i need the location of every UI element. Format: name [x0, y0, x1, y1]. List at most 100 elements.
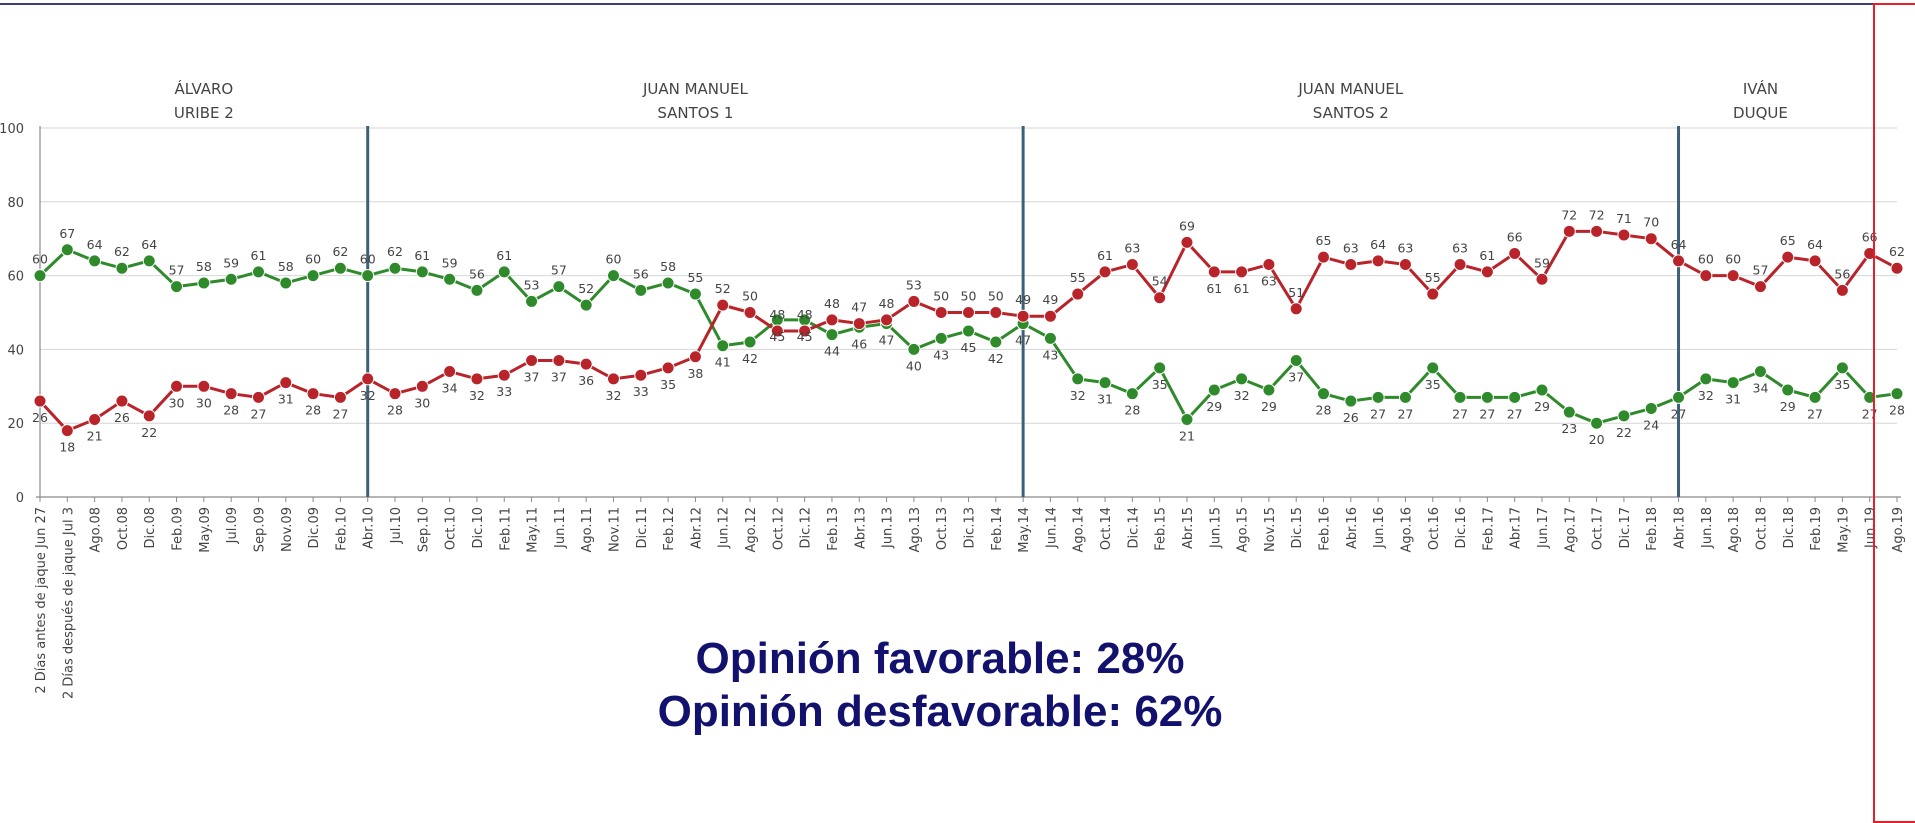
red-data-point	[743, 306, 757, 319]
green-data-label: 46	[851, 336, 867, 351]
green-data-point	[170, 280, 184, 294]
x-tick-label: Nov.15	[1263, 507, 1278, 552]
red-data-point	[716, 298, 730, 312]
green-data-point	[115, 261, 129, 275]
data-labels: 60 67 64 62 64 57 58 59 61 58 60 62 60 62 61 59 56 61 53 57…	[32, 207, 1905, 454]
x-tick-label: 2 Días después de jaque Jul 3	[61, 507, 76, 699]
x-tick-label: Ago.12	[744, 507, 759, 553]
red-data-label: 65	[1316, 233, 1332, 248]
x-tick-label: Jun.11	[553, 507, 568, 549]
green-data-label: 28	[1124, 403, 1140, 418]
red-data-label: 38	[687, 366, 703, 381]
green-data-point	[1153, 361, 1167, 375]
green-data-label: 24	[1643, 417, 1659, 432]
red-data-point	[1398, 258, 1412, 272]
red-data-point	[1562, 224, 1576, 238]
x-tick-label: Nov.11	[607, 507, 622, 552]
red-data-label: 64	[1370, 237, 1386, 252]
green-data-label: 47	[1015, 333, 1031, 348]
period-headers: ÁLVARO URIBE 2 JUAN MANUEL SANTOS 1 JUAN MAN…	[174, 79, 1788, 122]
x-tick-label: Nov.09	[280, 507, 295, 552]
red-data-point	[1590, 224, 1604, 238]
red-data-label: 27	[332, 406, 348, 421]
green-data-point	[333, 261, 347, 275]
green-data-label: 29	[1534, 399, 1550, 414]
green-data-point	[142, 254, 156, 268]
red-data-point	[579, 357, 593, 371]
y-tick-label: 80	[7, 196, 24, 211]
green-data-label: 45	[797, 329, 813, 344]
green-data-point	[989, 335, 1003, 349]
x-tick-label: Jun.12	[717, 507, 732, 549]
red-data-label: 47	[851, 300, 867, 315]
green-data-point	[306, 269, 320, 283]
favorable-opinion-text: Opinión favorable: 28%	[695, 634, 1185, 683]
green-data-label: 62	[332, 244, 348, 259]
red-data-point	[197, 379, 211, 393]
green-data-label: 56	[633, 266, 649, 281]
green-data-label: 62	[114, 244, 130, 259]
x-tick-label: Dic.08	[143, 507, 158, 548]
red-data-point	[688, 350, 702, 364]
x-tick-label: Feb.09	[171, 507, 186, 551]
x-tick-label: Ago.16	[1399, 507, 1414, 553]
green-data-point	[1835, 361, 1849, 375]
red-data-point	[1043, 309, 1057, 323]
green-data-point	[962, 324, 975, 338]
green-data-label: 32	[1070, 388, 1086, 403]
red-data-point	[880, 313, 894, 327]
red-data-point	[1262, 258, 1276, 272]
green-data-label: 26	[1343, 410, 1359, 425]
green-data-label: 23	[1561, 421, 1577, 436]
green-data-point	[1644, 401, 1658, 415]
green-data-point	[552, 280, 566, 294]
red-data-point	[798, 324, 812, 338]
red-data-label: 18	[59, 440, 75, 455]
red-data-label: 27	[251, 406, 267, 421]
green-data-point	[1317, 387, 1331, 401]
red-data-point	[1371, 254, 1385, 268]
red-data-label: 62	[1889, 244, 1905, 259]
red-data-point	[1508, 246, 1522, 260]
green-data-point	[361, 269, 375, 283]
red-data-label: 66	[1507, 229, 1523, 244]
green-data-label: 22	[1616, 425, 1632, 440]
x-tick-label: May.19	[1836, 507, 1851, 553]
red-data-label: 50	[961, 289, 977, 304]
red-data-point	[1699, 269, 1713, 283]
green-data-point	[634, 283, 648, 297]
red-data-point	[224, 387, 238, 401]
x-tick-label: Oct.13	[935, 507, 950, 550]
x-tick-label: Dic.10	[471, 507, 486, 548]
red-data-point	[60, 424, 74, 438]
green-data-point	[415, 265, 429, 279]
green-data-point	[251, 265, 265, 279]
x-tick-label: Ago.11	[580, 507, 595, 553]
green-data-label: 45	[961, 340, 977, 355]
x-tick-label: Feb.17	[1481, 507, 1496, 551]
green-data-label: 59	[442, 255, 458, 270]
x-tick-label: Dic.16	[1454, 507, 1469, 548]
x-tick-label: Abr.18	[1673, 507, 1688, 549]
red-data-label: 32	[469, 388, 485, 403]
red-data-label: 34	[442, 381, 458, 396]
green-data-point	[579, 298, 593, 312]
green-data-point	[443, 272, 457, 286]
green-data-point	[1453, 390, 1467, 404]
red-data-point	[1672, 254, 1686, 268]
red-data-label: 63	[1452, 241, 1468, 256]
green-data-label: 27	[1479, 406, 1495, 421]
green-data-label: 31	[1725, 392, 1741, 407]
red-data-point	[361, 372, 375, 386]
x-tick-label: May.11	[526, 507, 541, 553]
red-data-point	[415, 379, 429, 393]
green-data-label: 56	[469, 266, 485, 281]
red-data-label: 63	[1343, 241, 1359, 256]
red-data-label: 61	[1206, 281, 1222, 296]
red-data-point	[142, 409, 156, 423]
green-data-point	[934, 331, 948, 345]
x-tick-label: 2 Días antes de jaque Jun 27	[34, 507, 49, 694]
red-data-point	[907, 294, 921, 308]
red-data-point	[1317, 250, 1331, 264]
x-tick-label: Jul.09	[225, 507, 240, 544]
